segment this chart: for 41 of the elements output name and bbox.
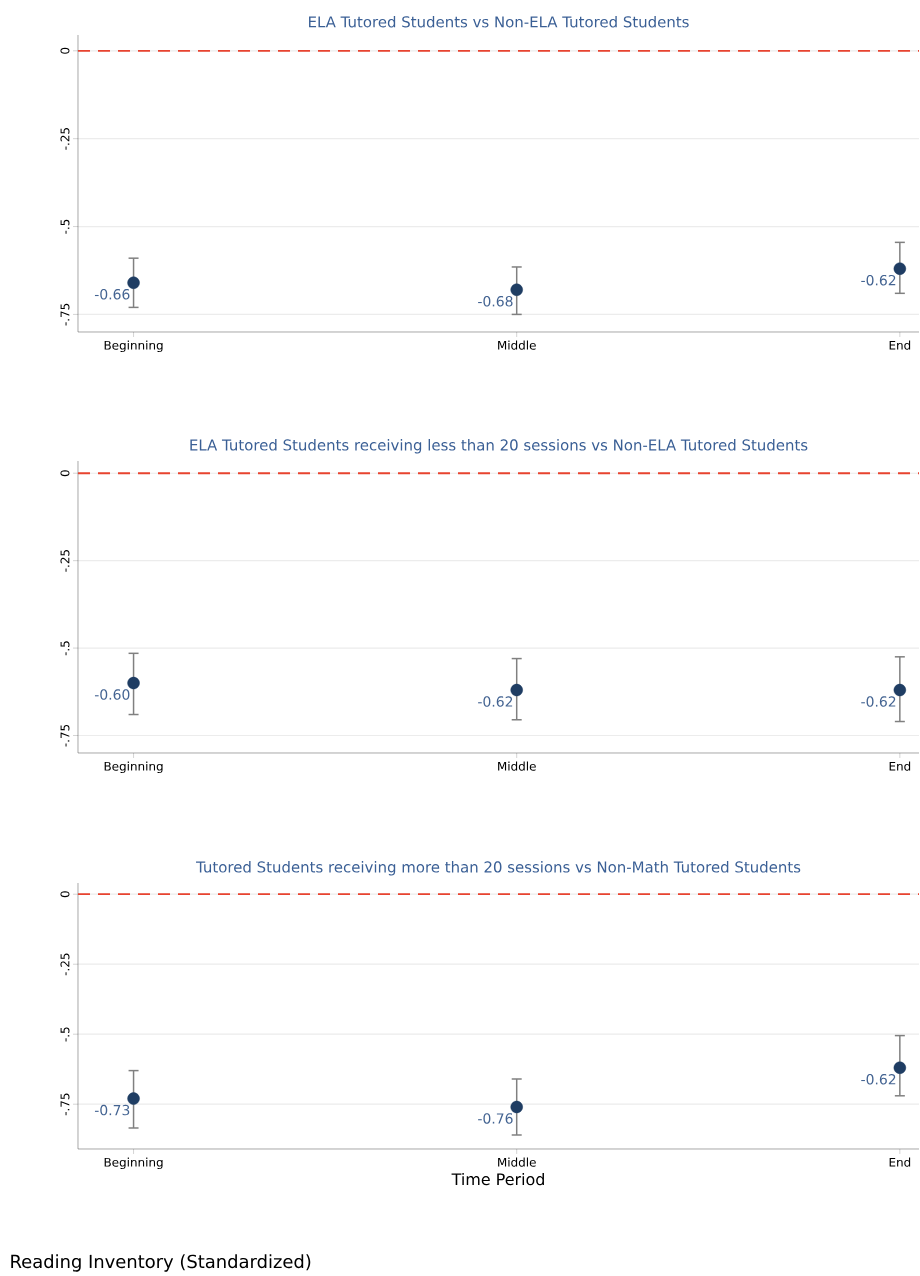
point bbox=[893, 1061, 907, 1074]
data-label: -0.76 bbox=[478, 1113, 513, 1124]
x-tick-label: Beginning bbox=[104, 761, 163, 774]
data-label: -0.62 bbox=[861, 696, 896, 707]
y-tick-label: -.75 bbox=[60, 303, 70, 326]
text: Reading Inventory (Standardized) bbox=[11, 1254, 311, 1272]
y-tick-label: 0 bbox=[60, 891, 70, 898]
y-tick-label: -.75 bbox=[60, 724, 70, 747]
point bbox=[510, 1100, 523, 1114]
data-label: -0.62 bbox=[861, 274, 896, 286]
y-tick-label: -.5 bbox=[60, 219, 70, 234]
point bbox=[510, 283, 523, 297]
data-label: -0.73 bbox=[95, 1104, 130, 1116]
chart-title: ELA Tutored Students vs Non-ELA Tutored Students bbox=[309, 15, 689, 28]
y-tick-label: -.25 bbox=[60, 550, 70, 572]
y-tick-label: -.25 bbox=[60, 953, 70, 976]
y-tick-label: 0 bbox=[60, 47, 70, 54]
y-tick-label: -.5 bbox=[60, 641, 70, 656]
x-tick-label: Beginning bbox=[104, 340, 163, 353]
x-tick-label: End bbox=[889, 1157, 911, 1167]
y-tick-label: 0 bbox=[60, 470, 70, 477]
x-tick-label: End bbox=[889, 340, 911, 350]
x-tick-label: End bbox=[889, 761, 911, 771]
x-tick-label: Middle bbox=[498, 340, 536, 350]
y-tick-label: -.25 bbox=[60, 128, 70, 150]
y-tick-label: -.5 bbox=[60, 1027, 70, 1042]
y-tick-label: -.75 bbox=[60, 1093, 70, 1116]
point bbox=[893, 262, 907, 275]
chart-title: ELA Tutored Students receiving less than 20 sessions vs Non-ELA Tutored Students bbox=[190, 439, 808, 454]
data-label: -0.68 bbox=[478, 296, 513, 307]
x-tick-label: Beginning bbox=[104, 1157, 163, 1170]
x-axis-title: Time Period bbox=[451, 1172, 544, 1186]
data-label: -0.62 bbox=[478, 696, 513, 707]
x-tick-label: Middle bbox=[498, 1157, 536, 1167]
chart-title: Tutored Students receiving more than 20 sessions vs Non-Math Tutored Students bbox=[196, 861, 801, 876]
data-label: -0.60 bbox=[95, 689, 130, 700]
data-label: -0.62 bbox=[861, 1073, 896, 1085]
point bbox=[127, 1092, 140, 1105]
x-tick-label: Middle bbox=[498, 761, 536, 771]
point bbox=[127, 276, 140, 289]
data-label: -0.66 bbox=[95, 288, 130, 300]
